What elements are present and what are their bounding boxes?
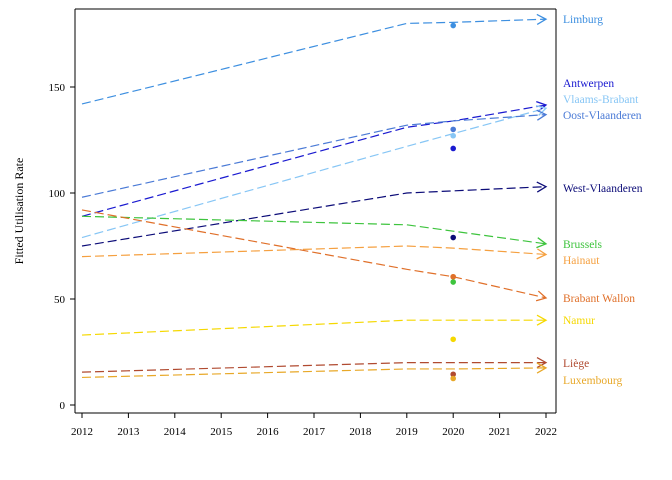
series-label-namur: Namur — [563, 315, 595, 327]
x-tick-label: 2019 — [396, 426, 419, 438]
x-tick-label: 2021 — [489, 426, 511, 438]
arrowhead-hainaut — [536, 248, 548, 260]
arrowhead-oost-vlaanderen — [536, 109, 548, 121]
series-line-west-vlaanderen — [81, 186, 547, 247]
series-line-li-ge — [81, 362, 546, 373]
axes — [74, 8, 557, 414]
series-labels: Limburg Antwerpen Vlaams-Brabant Oost-Vlaan… — [563, 14, 643, 387]
series-label-limburg: Limburg — [563, 14, 603, 26]
series-label-brabant-wallon: Brabant Wallon — [563, 293, 635, 305]
arrowhead-brussels — [536, 237, 548, 249]
series-label-antwerpen: Antwerpen — [563, 78, 614, 90]
x-tick-label: 2018 — [349, 426, 372, 438]
series-label-luxembourg: Luxembourg — [563, 375, 622, 387]
series-line-brabant-wallon — [81, 209, 547, 299]
observed-point-vlaams-brabant — [450, 132, 457, 139]
observed-point-oost-vlaanderen — [450, 126, 457, 133]
x-tick-label: 2017 — [303, 426, 326, 438]
observed-point-luxembourg — [450, 375, 457, 382]
x-tick-label: 2020 — [442, 426, 465, 438]
y-tick-label: 50 — [54, 294, 66, 306]
series-line-namur — [81, 319, 546, 336]
observed-point-antwerpen — [450, 145, 457, 152]
y-tick-label: 150 — [49, 82, 66, 94]
series-label-hainaut: Hainaut — [563, 255, 600, 267]
series-line-vlaams-brabant — [81, 107, 547, 239]
observed-point-brussels — [450, 279, 457, 285]
y-axis-title: Fitted Utilisation Rate — [12, 158, 26, 265]
ticks: 2012 2013 2014 2015 2016 2017 2018 2019 2020 2021… — [49, 82, 558, 438]
arrowhead-vlaams-brabant — [535, 105, 548, 116]
x-tick-label: 2013 — [117, 426, 140, 438]
observed-point-limburg — [450, 22, 457, 29]
observed-point-brabant-wallon — [450, 273, 457, 280]
arrowhead-limburg — [536, 13, 548, 26]
arrowhead-west-vlaanderen — [536, 181, 548, 193]
x-tick-label: 2015 — [210, 426, 233, 438]
observed-point-namur — [450, 336, 457, 343]
arrowhead-namur — [536, 314, 548, 326]
series-label-oost-vlaanderen: Oost-Vlaanderen — [563, 110, 642, 122]
x-tick-label: 2012 — [71, 426, 93, 438]
series-line-luxembourg — [81, 367, 547, 379]
series-label-li-ge: Liège — [563, 358, 589, 370]
x-tick-label: 2014 — [164, 426, 187, 438]
observed-point-west-vlaanderen — [450, 234, 457, 241]
arrowhead-li-ge — [536, 357, 548, 369]
observed-point-li-ge — [450, 371, 457, 378]
series-lines — [81, 13, 548, 379]
series-line-limburg — [81, 18, 547, 105]
series-line-oost-vlaanderen — [81, 113, 547, 198]
series-line-hainaut — [81, 245, 547, 258]
arrowhead-brabant-wallon — [535, 290, 548, 302]
series-line-antwerpen — [81, 104, 547, 217]
y-tick-label: 100 — [49, 188, 66, 200]
observed-points — [450, 22, 457, 382]
series-line-brussels — [81, 215, 547, 245]
x-tick-label: 2016 — [257, 426, 280, 438]
y-tick-label: 0 — [60, 400, 66, 412]
series-label-west-vlaanderen: West-Vlaanderen — [563, 183, 643, 195]
series-label-vlaams-brabant: Vlaams-Brabant — [563, 94, 639, 106]
x-tick-label: 2022 — [535, 426, 557, 438]
arrowhead-luxembourg — [536, 362, 548, 374]
series-label-brussels: Brussels — [563, 239, 603, 251]
